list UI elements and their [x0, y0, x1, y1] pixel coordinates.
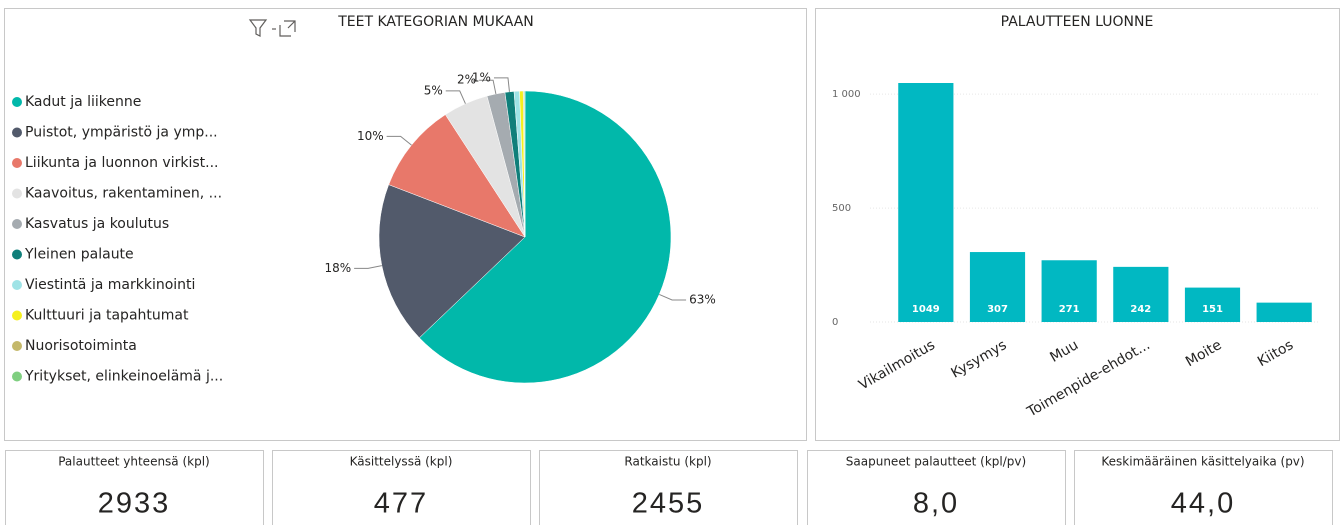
kpi-card — [539, 450, 798, 525]
kpi-value: 477 — [374, 488, 428, 520]
legend-label: Kaavoitus, rakentaminen, ... — [25, 186, 222, 202]
data-label: 5% — [424, 83, 443, 97]
legend-marker — [12, 97, 22, 107]
leader-line — [659, 293, 687, 301]
legend-label: Kasvatus ja koulutus — [25, 216, 169, 232]
legend-marker — [12, 249, 22, 260]
y-tick-label: 0 — [832, 317, 838, 328]
data-label: 10% — [357, 129, 384, 143]
bar-value-label: 1049 — [912, 304, 940, 315]
bar — [1184, 287, 1241, 322]
bar — [1113, 266, 1169, 322]
kpi-title: Keskimääräinen käsittelyaika (pv) — [1101, 455, 1304, 469]
pie-title: TEET KATEGORIAN MUKAAN — [337, 14, 534, 30]
legend-marker — [12, 127, 22, 138]
kpi-title: Palautteet yhteensä (kpl) — [58, 455, 210, 469]
pie-slice — [523, 90, 526, 238]
data-label: 63% — [689, 292, 716, 306]
y-tick-label: 500 — [832, 203, 851, 214]
bar-value-label: 307 — [987, 304, 1008, 315]
leader-line — [445, 90, 466, 104]
data-label: 1% — [472, 70, 491, 84]
kpi-card — [5, 450, 264, 525]
leader-line — [479, 79, 497, 95]
y-tick-label: 1 000 — [832, 89, 861, 100]
legend-label: Yleinen palaute — [24, 247, 134, 263]
kpi-title: Käsittelyssä (kpl) — [350, 455, 453, 469]
pie-slice — [388, 114, 526, 238]
bar-value-label: 151 — [1202, 304, 1223, 315]
legend-marker — [12, 188, 22, 199]
bar — [1041, 260, 1097, 322]
leader-line — [386, 135, 412, 146]
leader-line — [493, 77, 510, 92]
legend-marker — [12, 219, 22, 229]
legend-marker — [12, 158, 22, 168]
bar — [969, 252, 1026, 322]
legend-label: Kulttuuri ja tapahtumat — [25, 308, 189, 324]
kpi-value: 44,0 — [1171, 488, 1235, 520]
bar-value-label: 271 — [1059, 304, 1080, 315]
kpi-value: 2933 — [98, 488, 171, 520]
kpi-value: 2455 — [632, 488, 705, 520]
kpi-value: 8,0 — [913, 488, 959, 520]
legend-marker — [12, 341, 22, 351]
leader-line — [354, 265, 382, 269]
kpi-card — [1074, 450, 1333, 525]
filter-icon[interactable] — [248, 19, 268, 37]
legend-label: Liikunta ja luonnon virkist... — [25, 155, 218, 171]
kpi-card — [807, 450, 1066, 525]
bar-title: PALAUTTEEN LUONNE — [1001, 14, 1154, 30]
kpi-title: Saapuneet palautteet (kpl/pv) — [846, 455, 1026, 469]
focus-icon[interactable] — [279, 20, 296, 37]
legend-label: Viestintä ja markkinointi — [25, 277, 195, 293]
data-label: 2% — [457, 73, 476, 87]
kpi-card — [272, 450, 531, 525]
legend-marker — [12, 280, 22, 290]
legend-marker — [12, 371, 22, 382]
legend-label: Kadut ja liikenne — [25, 94, 141, 110]
legend-marker — [12, 310, 22, 321]
legend-label: Puistot, ympäristö ja ymp... — [25, 125, 218, 141]
bar — [898, 83, 954, 322]
legend-label: Yritykset, elinkeinoelämä j... — [24, 369, 223, 385]
data-label: 18% — [324, 261, 351, 275]
visual-icons[interactable] — [248, 19, 296, 37]
pie-slice — [378, 184, 526, 339]
bar-value-label: 242 — [1130, 304, 1151, 315]
kpi-title: Ratkaistu (kpl) — [624, 455, 711, 469]
legend-label: Nuorisotoiminta — [25, 338, 137, 354]
bar — [1256, 302, 1312, 322]
